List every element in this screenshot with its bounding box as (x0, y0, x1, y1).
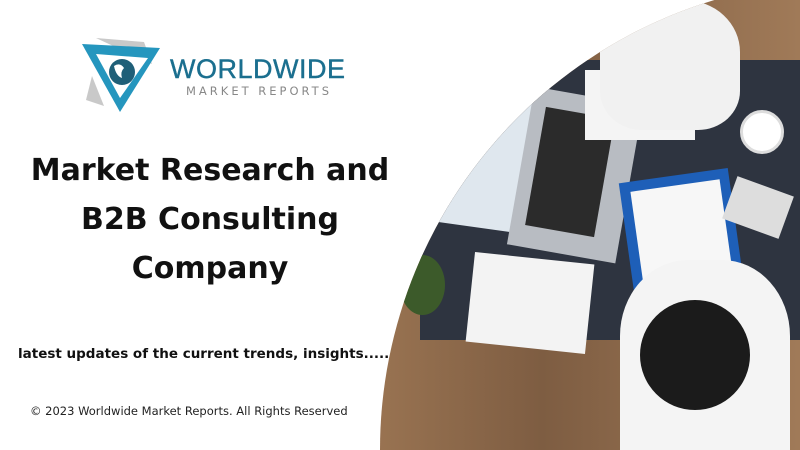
company-logo: WORLDWIDE MARKET REPORTS (82, 36, 345, 116)
tagline: latest updates of the current trends, in… (18, 346, 405, 362)
globe-shield-icon (82, 38, 160, 112)
headline-line-3: Company (131, 251, 289, 286)
logo-subtitle: MARKET REPORTS (186, 84, 332, 98)
page-headline: Market Research and B2B Consulting Compa… (20, 146, 400, 293)
copyright-text: © 2023 Worldwide Market Reports. All Rig… (30, 404, 348, 418)
headline-line-2: B2B Consulting (81, 202, 339, 237)
headline-line-1: Market Research and (30, 153, 390, 188)
logo-brand: WORLDWIDE (170, 54, 346, 84)
